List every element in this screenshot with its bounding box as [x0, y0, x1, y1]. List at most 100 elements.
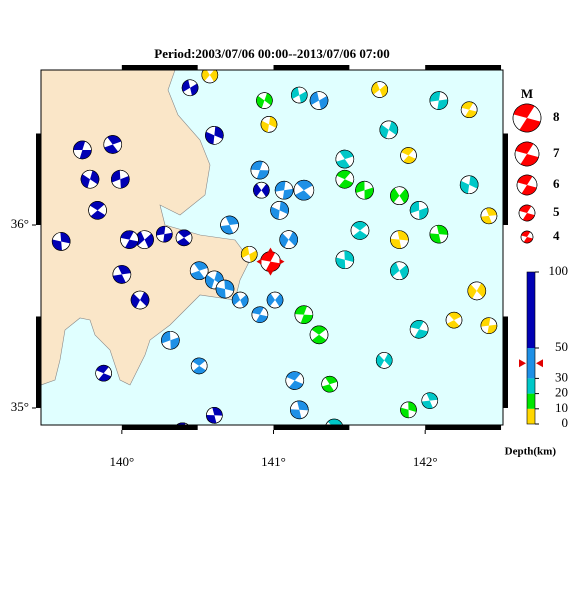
- colorbar-tick-label: 30: [555, 369, 568, 384]
- colorbar-tick-label: 10: [555, 400, 568, 415]
- frame-segment: [36, 133, 41, 225]
- beachball-outline: [293, 179, 315, 201]
- beachball-compression: [421, 392, 438, 409]
- event-beachball: [400, 401, 417, 419]
- event-beachball: [251, 306, 269, 323]
- beachball-compression: [250, 161, 269, 180]
- beachball-compression: [220, 216, 239, 234]
- event-beachball: [390, 261, 409, 281]
- beachball-compression: [336, 170, 354, 189]
- beachball-compression: [400, 401, 417, 418]
- legend-beachball: [516, 174, 538, 196]
- colorbar-tick-label: 20: [555, 385, 568, 400]
- beachball-outline: [294, 305, 314, 324]
- main-event-pointer: [256, 258, 262, 265]
- beachball-compression: [120, 230, 139, 249]
- colorbar-segment: [527, 378, 535, 394]
- beachball-outline: [206, 407, 223, 424]
- beachball-compression: [73, 141, 92, 159]
- beachball-compression: [371, 82, 388, 97]
- event-beachball: [285, 371, 305, 390]
- event-beachball: [467, 281, 487, 301]
- beachball-compression: [111, 170, 130, 189]
- beachball-outline: [516, 174, 538, 196]
- beachball-compression: [521, 231, 533, 243]
- beachball-compression: [376, 353, 393, 368]
- beachball-outline: [135, 230, 154, 249]
- beachball-outline: [467, 281, 487, 301]
- legend-label: 7: [553, 145, 560, 160]
- event-beachball: [111, 169, 130, 189]
- beachball-outline: [240, 245, 258, 263]
- beachball-compression: [252, 306, 268, 323]
- beachball-outline: [112, 265, 132, 284]
- event-beachball: [321, 375, 338, 393]
- event-beachball: [429, 91, 449, 110]
- beachball-outline: [189, 261, 209, 281]
- beachball-outline: [512, 103, 542, 133]
- event-beachball: [421, 392, 439, 409]
- beachball-outline: [156, 225, 173, 243]
- beachball-outline: [279, 230, 298, 249]
- beachball-outline: [480, 207, 498, 225]
- event-beachball: [190, 357, 208, 375]
- beachball-outline: [409, 319, 429, 339]
- beachball-outline: [518, 204, 536, 222]
- beachball-outline: [51, 232, 71, 251]
- beachball-compression: [206, 407, 223, 424]
- beachball-outline: [220, 215, 239, 235]
- beachball-outline: [520, 230, 534, 244]
- colorbar-tick-label: 0: [562, 415, 569, 430]
- beachball-outline: [390, 230, 409, 249]
- beachball-compression: [182, 79, 199, 96]
- legend-label: 4: [553, 228, 560, 243]
- beachball-outline: [173, 422, 192, 425]
- beachball-outline: [379, 120, 399, 140]
- beachball-outline: [371, 81, 388, 98]
- beachball-compression: [429, 91, 448, 110]
- event-beachball: [291, 86, 308, 104]
- beachball-compression: [192, 357, 206, 374]
- event-beachball: [88, 201, 107, 220]
- beachball-compression: [89, 201, 106, 220]
- beachball-compression: [161, 331, 180, 350]
- main-event-pointer: [267, 247, 274, 253]
- event-beachball: [240, 245, 258, 263]
- event-beachball: [279, 230, 298, 249]
- frame-segment: [121, 65, 198, 70]
- event-beachball: [375, 352, 393, 369]
- event-beachball: [429, 224, 449, 244]
- legend-label: 8: [553, 109, 560, 124]
- event-beachball: [231, 291, 249, 309]
- beachball-compression: [205, 126, 224, 145]
- event-beachball: [215, 279, 235, 299]
- event-beachball: [161, 330, 180, 350]
- event-beachball: [156, 225, 173, 243]
- beachball-outline: [95, 364, 112, 382]
- beachball-compression: [379, 121, 398, 139]
- legend-beachball: [518, 204, 536, 222]
- event-beachball: [103, 135, 123, 154]
- main-event-pointer: [267, 270, 274, 276]
- beachball-compression: [326, 419, 343, 425]
- event-beachball: [480, 207, 498, 225]
- beachball-outline: [335, 169, 355, 189]
- beachball-compression: [517, 175, 537, 195]
- beachball-compression: [279, 231, 298, 248]
- frame-segment: [425, 65, 502, 70]
- beachball-compression: [290, 400, 309, 419]
- event-beachball: [220, 215, 239, 235]
- beachball-outline: [175, 229, 193, 247]
- beachball-outline: [514, 141, 540, 167]
- beachball-compression: [519, 205, 535, 221]
- beachball-compression: [410, 201, 429, 220]
- beachball-compression: [256, 92, 273, 109]
- beachball-compression: [335, 250, 354, 269]
- beachball-outline: [256, 92, 273, 109]
- event-beachball: [293, 179, 315, 201]
- beachball-compression: [429, 225, 448, 244]
- beachball-compression: [190, 261, 208, 280]
- depth-label: Depth(km): [505, 446, 557, 458]
- beachball-compression: [104, 135, 122, 154]
